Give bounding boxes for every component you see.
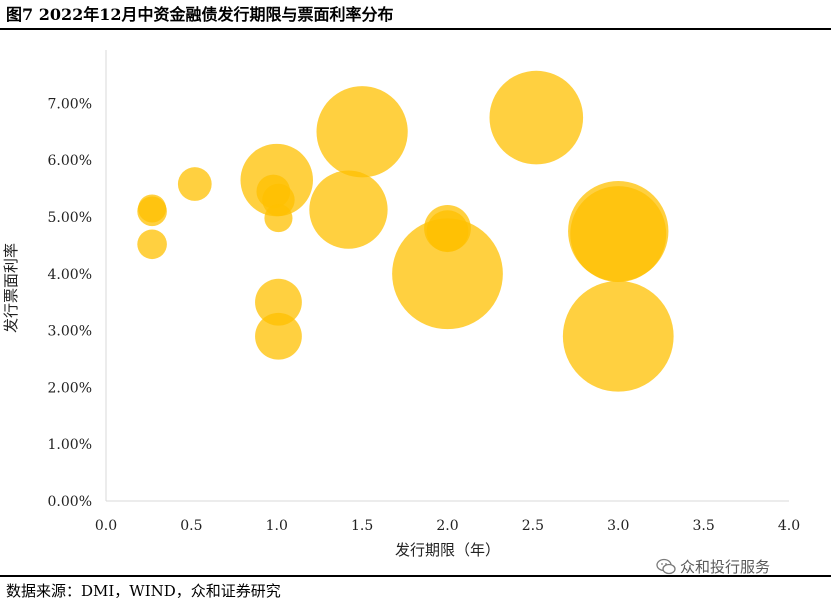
x-tick-label: 0.0 xyxy=(95,518,117,534)
x-tick-label: 0.5 xyxy=(180,518,202,534)
bubble-point xyxy=(137,229,167,260)
y-tick-label: 0.00% xyxy=(48,494,92,510)
source-note: 数据来源：DMI，WIND，众和证券研究 xyxy=(6,582,281,600)
watermark-text: 众和投行服务 xyxy=(680,558,771,576)
y-tick-label: 4.00% xyxy=(48,267,92,283)
bubble-point xyxy=(392,218,503,330)
bubble-point xyxy=(489,70,584,165)
y-tick-label: 2.00% xyxy=(48,380,92,396)
chart-axes xyxy=(105,50,789,502)
y-tick-label: 1.00% xyxy=(48,437,92,453)
y-tick-label: 7.00% xyxy=(48,96,92,112)
watermark: 众和投行服务 xyxy=(656,556,770,578)
bubble-point xyxy=(309,170,388,249)
bubble-series xyxy=(137,70,674,392)
y-tick-label: 3.00% xyxy=(48,324,92,340)
x-tick-label: 1.5 xyxy=(351,518,373,534)
bubble-point xyxy=(255,312,302,360)
x-tick-label: 4.0 xyxy=(778,518,800,534)
x-tick-label: 2.5 xyxy=(522,518,544,534)
wechat-icon xyxy=(656,558,676,575)
bubble-point xyxy=(316,86,408,178)
bubble-chart: 0.00% 1.00% 2.00% 3.00% 4.00% 5.00% 6.00% 7.00%… xyxy=(2,50,800,559)
x-tick-label: 3.5 xyxy=(692,518,714,534)
bubble-point xyxy=(255,278,302,326)
top-rule xyxy=(0,28,831,30)
x-tick-label: 2.0 xyxy=(436,518,458,534)
x-axis-title: 发行期限（年） xyxy=(395,541,500,559)
bubble-point xyxy=(570,186,667,282)
x-tick-label: 3.0 xyxy=(607,518,629,534)
bubble-point xyxy=(562,280,674,392)
bubble-point xyxy=(264,204,293,233)
y-axis-title: 发行票面利率 xyxy=(2,243,20,333)
x-tick-labels: 0.0 0.5 1.0 1.5 2.0 2.5 3.0 3.5 4.0 xyxy=(95,518,800,534)
x-tick-label: 1.0 xyxy=(266,518,288,534)
y-tick-label: 5.00% xyxy=(48,210,92,226)
y-tick-labels: 0.00% 1.00% 2.00% 3.00% 4.00% 5.00% 6.00% 7.00% xyxy=(48,96,92,510)
bubble-point xyxy=(138,194,167,223)
bubble-point xyxy=(177,167,212,201)
bottom-rule xyxy=(0,575,831,577)
y-tick-label: 6.00% xyxy=(48,153,92,169)
chart-title: 图7 2022年12月中资金融债发行期限与票面利率分布 xyxy=(6,5,394,24)
bubble-point xyxy=(426,210,469,253)
